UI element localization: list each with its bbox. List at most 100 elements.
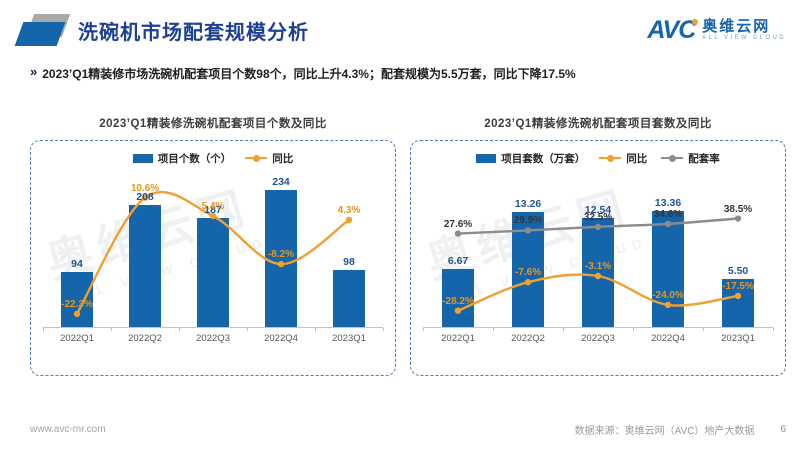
plot-area: 94 208 187 234 98 -22.3% 10.6% 5.4% -8.2% 4.3% bbox=[43, 175, 383, 327]
line-point-label: 29.9% bbox=[513, 215, 543, 227]
bar-value-label: 234 bbox=[272, 176, 290, 189]
x-axis-label: 2022Q1 bbox=[60, 333, 94, 344]
legend-label: 项目套数（万套） bbox=[501, 152, 586, 165]
x-axis-tick bbox=[246, 328, 248, 331]
legend-line-dot bbox=[253, 154, 261, 162]
x-axis-label: 2022Q4 bbox=[651, 333, 685, 344]
brand-parallelogram-icon bbox=[12, 11, 72, 49]
line-point-label: -7.6% bbox=[514, 267, 542, 279]
x-axis-tick bbox=[110, 328, 112, 331]
x-axis-tick bbox=[702, 328, 704, 331]
line-point-label: 5.4% bbox=[201, 201, 225, 212]
chart-legend: 项目套数（万套） 同比 配套率 bbox=[423, 147, 773, 169]
legend-line-dot bbox=[607, 154, 615, 162]
line-point-label: -3.1% bbox=[584, 261, 612, 272]
x-axis-tick bbox=[772, 328, 774, 331]
data-source-text: 数据来源：奥维云网（AVC）地产大数据 bbox=[574, 426, 755, 437]
legend-line-swatch bbox=[661, 154, 684, 162]
line-point-label: 34.6% bbox=[653, 208, 683, 220]
legend-item: 项目个数（个） bbox=[132, 151, 232, 166]
x-axis-tick bbox=[178, 328, 180, 331]
x-axis-label: 2023Q1 bbox=[332, 333, 366, 344]
legend-label: 同比 bbox=[272, 152, 294, 165]
legend-line-swatch bbox=[599, 154, 622, 162]
legend-label: 项目个数（个） bbox=[157, 152, 232, 165]
x-axis: 2022Q1 2022Q2 2022Q3 2022Q4 2023Q1 bbox=[42, 327, 384, 344]
x-axis-tick bbox=[422, 328, 424, 331]
legend-bar-swatch bbox=[476, 153, 497, 163]
bar-value-label: 6.67 bbox=[447, 255, 469, 268]
trend-line-svg bbox=[73, 190, 353, 318]
x-axis-label: 2023Q1 bbox=[721, 333, 755, 344]
x-axis-tick bbox=[382, 328, 384, 331]
line-point-label: 32.5% bbox=[583, 211, 613, 223]
plot-area: 6.67 13.26 12.54 13.36 5.50 -28.2% -7.6% -3.1% -… bbox=[423, 175, 773, 327]
x-axis-tick bbox=[562, 328, 564, 331]
bar-value-label: 13.36 bbox=[654, 196, 682, 209]
legend-line-dot bbox=[669, 154, 677, 162]
x-axis-tick bbox=[492, 328, 494, 331]
chart-title: 2023’Q1精装修洗碗机配套项目套数及同比 bbox=[484, 118, 712, 130]
legend-label: 同比 bbox=[626, 152, 648, 165]
line-point-label: 10.6% bbox=[130, 182, 160, 194]
legend-item: 同比 bbox=[599, 151, 647, 166]
x-axis-label: 2022Q1 bbox=[441, 333, 475, 344]
bar bbox=[333, 269, 365, 327]
line-point-label: 4.3% bbox=[337, 204, 361, 216]
avc-orange-dot-icon bbox=[692, 18, 699, 25]
legend-line-swatch bbox=[245, 154, 268, 162]
x-axis-label: 2022Q3 bbox=[581, 333, 615, 344]
trend-line-svg bbox=[454, 215, 742, 314]
x-axis-label: 2022Q4 bbox=[264, 333, 298, 344]
bar bbox=[442, 269, 475, 327]
bar bbox=[722, 279, 755, 327]
website-text: www.avc-mr.com bbox=[30, 424, 106, 435]
slide-footer: www.avc-mr.com 数据来源：奥维云网（AVC）地产大数据 6 bbox=[0, 422, 800, 437]
x-axis-label: 2022Q3 bbox=[196, 333, 230, 344]
line-point-label: -28.2% bbox=[442, 295, 474, 307]
page-number: 6 bbox=[780, 424, 786, 435]
line-point-label: -8.2% bbox=[267, 249, 295, 261]
bar bbox=[129, 205, 161, 327]
legend-item: 配套率 bbox=[661, 151, 720, 166]
chart-title: 2023’Q1精装修洗碗机配套项目个数及同比 bbox=[99, 118, 327, 130]
page-title: 洗碗机市场配套规模分析 bbox=[78, 21, 309, 44]
x-axis-label: 2022Q2 bbox=[128, 333, 162, 344]
summary-text: 2023’Q1精装修市场洗碗机配套项目个数98个，同比上升4.3%；配套规模为5… bbox=[42, 67, 576, 81]
bar bbox=[61, 272, 93, 327]
avc-logo-text: 奥维云网 ALL VIEW CLOUD bbox=[702, 17, 786, 42]
x-axis: 2022Q1 2022Q2 2022Q3 2022Q4 2023Q1 bbox=[422, 327, 774, 344]
bar-value-label: 98 bbox=[343, 255, 355, 268]
line-point-label: -22.3% bbox=[61, 298, 93, 310]
summary-row: » 2023’Q1精装修市场洗碗机配套项目个数98个，同比上升4.3%；配套规模… bbox=[30, 64, 770, 82]
x-axis-tick bbox=[314, 328, 316, 331]
bar-value-label: 187 bbox=[204, 203, 222, 216]
bullet-arrow-icon: » bbox=[30, 64, 37, 79]
legend-item: 同比 bbox=[245, 151, 293, 166]
x-axis-tick bbox=[42, 328, 44, 331]
bar bbox=[197, 217, 229, 327]
bar-value-label: 208 bbox=[136, 191, 154, 204]
bar-value-label: 12.54 bbox=[584, 204, 612, 217]
line-point-label: -17.5% bbox=[722, 280, 754, 292]
bar-value-label: 94 bbox=[71, 258, 83, 271]
avc-logo: AVC 奥维云网 ALL VIEW CLOUD bbox=[647, 17, 786, 43]
parallelogram-blue bbox=[14, 22, 66, 46]
bar-value-label: 5.50 bbox=[727, 265, 749, 278]
legend-label: 配套率 bbox=[688, 152, 720, 165]
avc-wordmark: AVC bbox=[647, 17, 699, 43]
bar bbox=[582, 218, 615, 327]
line-point-label: 38.5% bbox=[723, 203, 753, 215]
x-axis-label: 2022Q2 bbox=[511, 333, 545, 344]
line-point-label: -24.0% bbox=[652, 289, 684, 301]
line-point-label: 27.6% bbox=[443, 218, 473, 230]
slide-header: 洗碗机市场配套规模分析 AVC 奥维云网 ALL VIEW CLOUD bbox=[0, 0, 800, 50]
legend-item: 项目套数（万套） bbox=[476, 151, 585, 166]
legend-bar-swatch bbox=[132, 153, 153, 163]
